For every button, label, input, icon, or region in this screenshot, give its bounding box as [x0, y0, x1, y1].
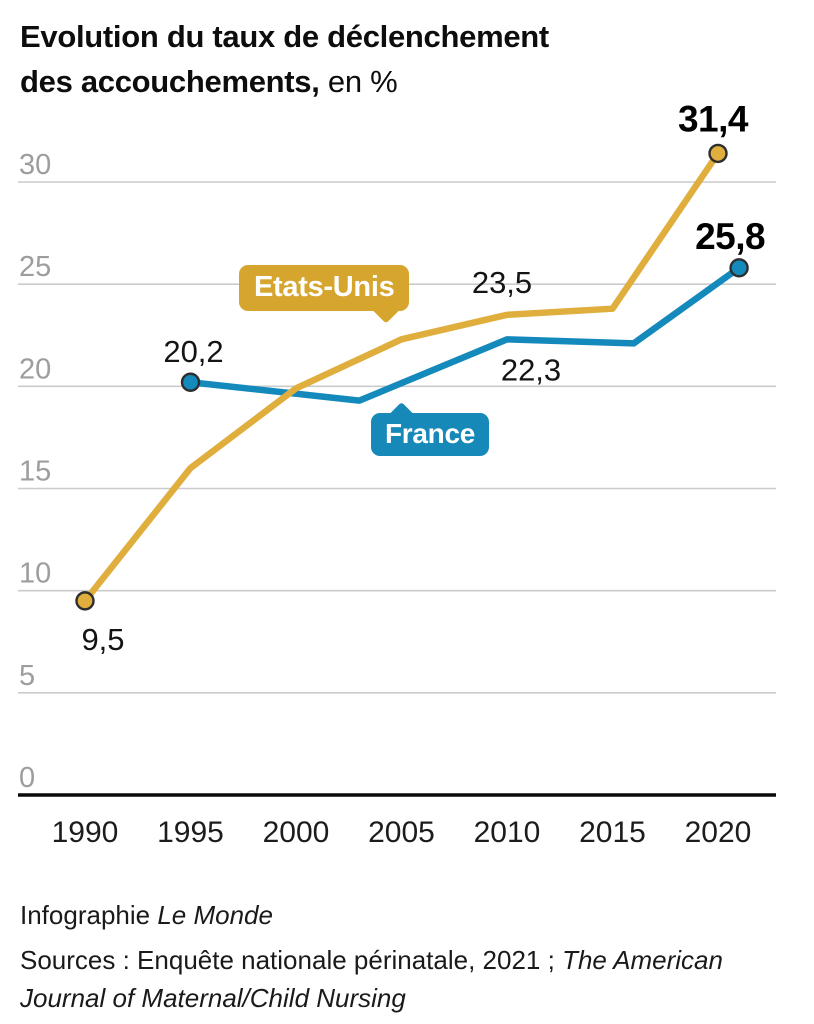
- series-line-etats-unis: [81, 150, 722, 605]
- y-tick-label-0: 0: [19, 762, 35, 794]
- credit-prefix: Infographie: [20, 900, 158, 930]
- y-tick-label-15: 15: [19, 456, 51, 488]
- chart-title: Evolution du taux de déclenchement des a…: [20, 14, 549, 104]
- y-tick-label-25: 25: [19, 251, 51, 283]
- y-tick-label-5: 5: [19, 660, 35, 692]
- credit-name: Le Monde: [157, 900, 273, 930]
- x-tick-label-1990: 1990: [52, 816, 119, 849]
- value-label-etats-unis-2020: 31,4: [678, 98, 749, 139]
- value-label-france-2021: 25,8: [695, 216, 765, 257]
- sources-regular: Sources : Enquête nationale périnatale, …: [20, 945, 563, 975]
- x-tick-label-2005: 2005: [368, 816, 435, 849]
- series-line-france: [187, 264, 743, 404]
- data-point-etats-unis-1990: [75, 591, 95, 611]
- chart-title-unit: en %: [327, 64, 398, 99]
- infographic-credit: Infographie Le Monde: [20, 896, 800, 934]
- sources-italic: The American Journal of Maternal/Child N…: [20, 945, 723, 1013]
- value-label-etats-unis-1990: 9,5: [81, 622, 124, 657]
- y-tick-label-10: 10: [19, 558, 51, 590]
- chart-title-line2-bold: des accouchements,: [20, 64, 320, 99]
- data-point-france-1995: [180, 372, 201, 392]
- value-label-france-1995: 20,2: [163, 334, 223, 369]
- x-tick-label-2015: 2015: [579, 816, 646, 849]
- y-tick-label-30: 30: [19, 149, 51, 181]
- x-tick-label-2020: 2020: [685, 816, 752, 849]
- x-tick-label-2000: 2000: [263, 816, 330, 849]
- data-point-france-2021: [729, 258, 749, 278]
- sources-line: Sources : Enquête nationale périnatale, …: [20, 941, 800, 1017]
- value-label-france-2010: 22,3: [501, 352, 561, 387]
- france-series-badge: France: [371, 402, 490, 456]
- data-point-etats-unis-2020: [708, 143, 728, 164]
- us-series-badge-label: Etats-Unis: [254, 271, 395, 303]
- chart-title-line2: des accouchements, en %: [20, 59, 549, 104]
- value-label-etats-unis-2010: 23,5: [472, 265, 532, 300]
- y-tick-label-20: 20: [19, 353, 51, 385]
- x-tick-label-2010: 2010: [474, 816, 541, 849]
- chart-footer: Infographie Le Monde Sources : Enquête n…: [20, 896, 800, 1017]
- us-series-badge: Etats-Unis: [239, 265, 410, 324]
- x-tick-label-1995: 1995: [157, 816, 224, 849]
- chart-title-line1: Evolution du taux de déclenchement: [20, 19, 549, 54]
- france-series-badge-label: France: [385, 418, 476, 449]
